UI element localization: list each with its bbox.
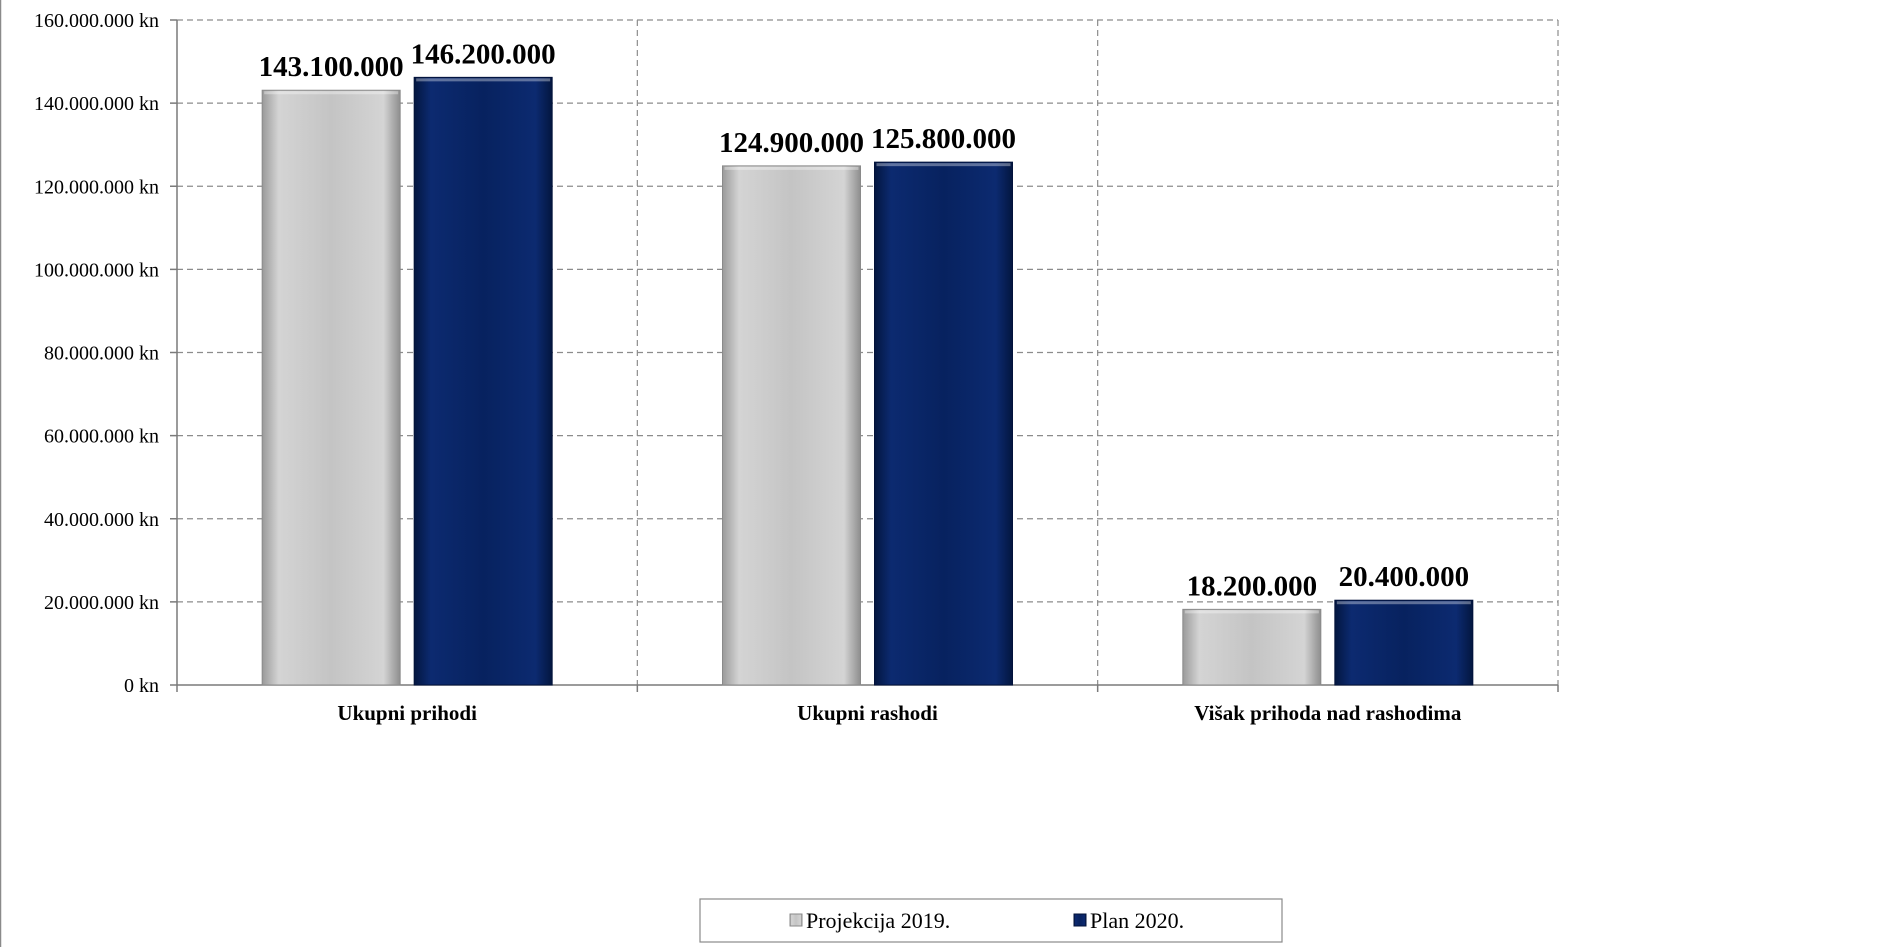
category-label: Ukupni prihodi bbox=[337, 701, 477, 725]
data-label: 124.900.000 bbox=[719, 127, 864, 159]
bar-projekcija-2019 bbox=[722, 165, 861, 686]
bar-projekcija-2019 bbox=[261, 89, 401, 686]
y-tick-label: 0 kn bbox=[124, 675, 159, 697]
y-tick-label: 120.000.000 kn bbox=[34, 176, 159, 198]
legend-label: Plan 2020. bbox=[1090, 908, 1184, 933]
data-label: 18.200.000 bbox=[1187, 570, 1318, 602]
category-label: Višak prihoda nad rashodima bbox=[1194, 701, 1462, 725]
bar-plan-2020 bbox=[874, 161, 1013, 686]
bar-plan-2020 bbox=[413, 76, 553, 686]
data-label: 146.200.000 bbox=[411, 38, 556, 70]
axes bbox=[170, 19, 1559, 692]
data-label: 20.400.000 bbox=[1339, 561, 1470, 593]
bar-top-highlight bbox=[1336, 601, 1471, 605]
y-tick-label: 60.000.000 kn bbox=[44, 426, 159, 448]
bar-top-highlight bbox=[724, 166, 859, 170]
legend-swatch bbox=[789, 913, 803, 927]
legend-box bbox=[699, 898, 1283, 943]
y-tick-label: 100.000.000 kn bbox=[34, 259, 159, 281]
bar-top-highlight bbox=[416, 78, 551, 82]
legend-label: Projekcija 2019. bbox=[806, 908, 950, 933]
bar-plan-2020 bbox=[1334, 599, 1474, 686]
grid-lines bbox=[177, 19, 1559, 685]
legend: Projekcija 2019. Plan 2020. bbox=[699, 898, 1283, 943]
y-tick-label: 140.000.000 kn bbox=[34, 93, 159, 115]
legend-swatch bbox=[1073, 913, 1087, 927]
y-tick-label: 160.000.000 kn bbox=[34, 10, 159, 32]
data-label: 143.100.000 bbox=[259, 51, 404, 83]
bar-top-highlight bbox=[1184, 610, 1319, 614]
bar-projekcija-2019 bbox=[1182, 608, 1322, 686]
y-tick-label: 40.000.000 kn bbox=[44, 509, 159, 531]
bar-top-highlight bbox=[876, 163, 1011, 167]
category-label: Ukupni rashodi bbox=[797, 701, 938, 725]
bars bbox=[261, 76, 1474, 686]
data-label: 125.800.000 bbox=[871, 123, 1016, 155]
y-tick-label: 20.000.000 kn bbox=[44, 592, 159, 614]
labels: 0 kn 20.000.000 kn 40.000.000 kn 60.000.000… bbox=[34, 10, 1469, 725]
bar-top-highlight bbox=[264, 91, 399, 95]
y-tick-label: 80.000.000 kn bbox=[44, 343, 159, 365]
